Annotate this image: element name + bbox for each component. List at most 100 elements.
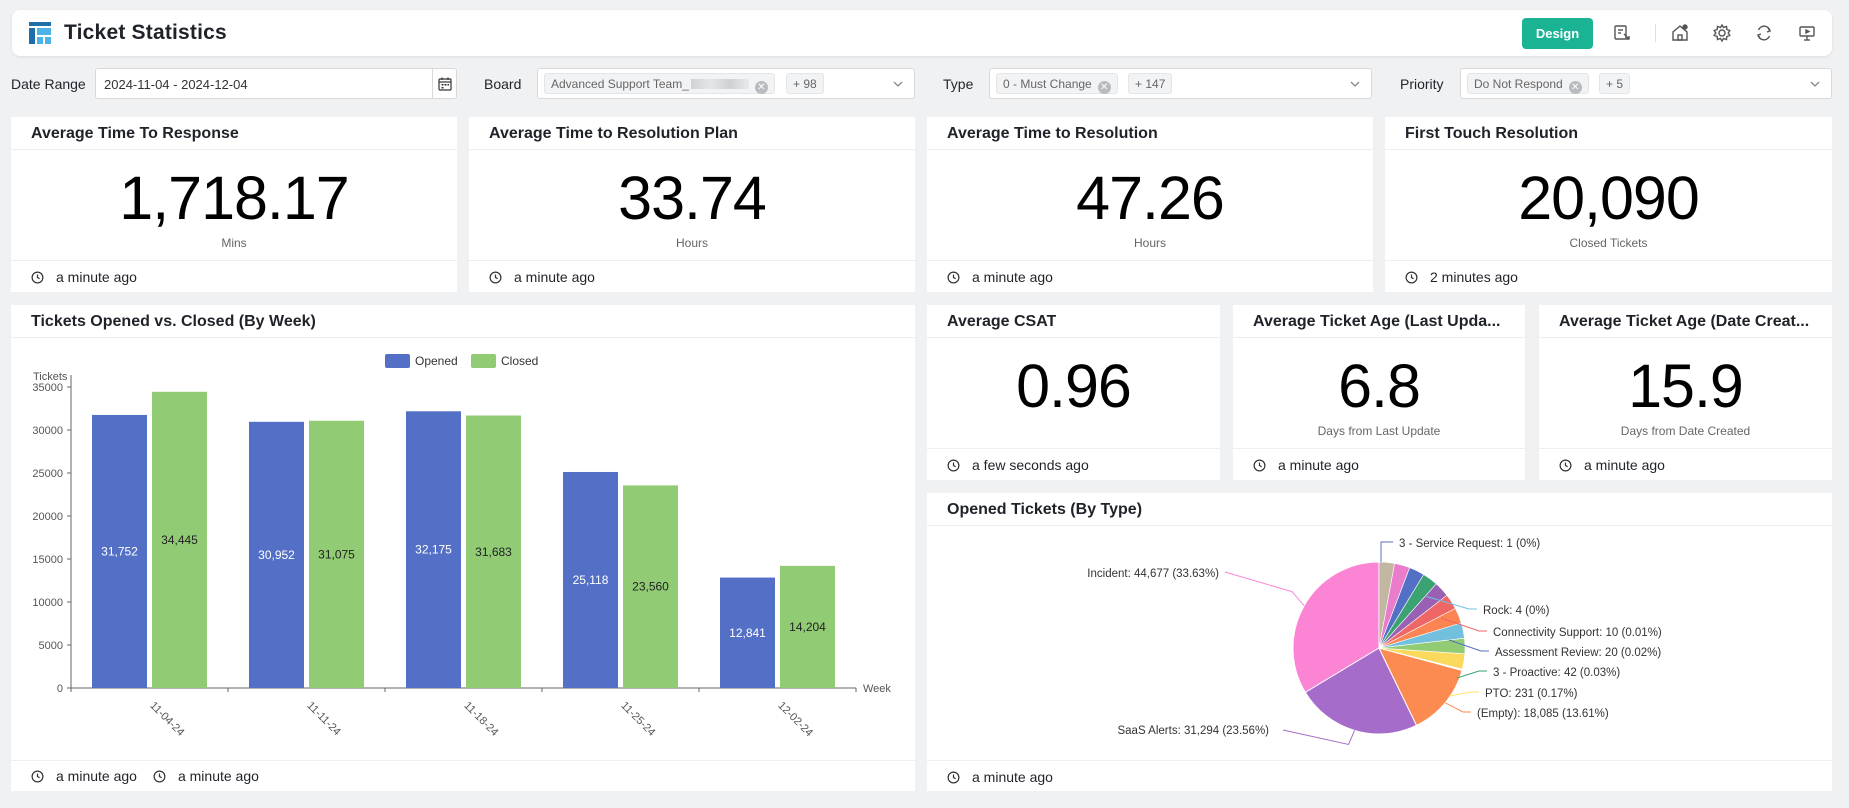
refresh-icon[interactable] bbox=[1754, 23, 1774, 43]
card-footer-divider bbox=[11, 760, 915, 761]
legend-swatch bbox=[385, 354, 410, 368]
card-divider bbox=[927, 525, 1832, 526]
export-icon[interactable] bbox=[1612, 23, 1632, 43]
card-title: Tickets Opened vs. Closed (By Week) bbox=[31, 313, 316, 330]
calendar-button[interactable] bbox=[432, 69, 456, 98]
chevron-down-icon bbox=[893, 81, 903, 87]
card-title: Opened Tickets (By Type) bbox=[947, 501, 1143, 518]
y-tick-label: 15000 bbox=[32, 554, 63, 566]
dashboard-header: Ticket Statistics Design bbox=[12, 10, 1832, 56]
updated-time: a minute ago bbox=[56, 269, 137, 285]
pie-leader-line bbox=[1380, 541, 1393, 562]
x-tick-label: 11-25-24 bbox=[618, 700, 657, 739]
x-tick-label: 11-18-24 bbox=[461, 700, 500, 739]
bar-closed bbox=[309, 420, 364, 688]
bar-opened bbox=[563, 471, 618, 688]
bar-chart-card: Tickets Opened vs. Closed (By Week) Tick… bbox=[11, 305, 915, 791]
clock-icon bbox=[1253, 459, 1266, 471]
present-icon[interactable] bbox=[1797, 23, 1817, 43]
y-tick-label: 20000 bbox=[32, 511, 63, 523]
pie-leader-line bbox=[1445, 702, 1471, 713]
pie-slice-other bbox=[1378, 561, 1395, 649]
card-title: First Touch Resolution bbox=[1405, 125, 1579, 142]
card-footer-divider bbox=[927, 760, 1832, 761]
pie-chart: Incident: 44,677 (33.63%) SaaS Alerts: 31… bbox=[1087, 538, 1662, 746]
updated-time: a minute ago bbox=[1584, 457, 1665, 473]
board-tag: Advanced Support Team_ ✕ bbox=[544, 73, 775, 94]
bar-value-label: 14,204 bbox=[789, 620, 826, 634]
y-tick-label: 5000 bbox=[39, 640, 63, 652]
card-footer-divider bbox=[1539, 448, 1832, 449]
redacted-text bbox=[690, 79, 749, 89]
updated-time: a minute ago bbox=[514, 269, 595, 285]
priority-tag: Do Not Respond ✕ bbox=[1467, 73, 1589, 94]
tag-close-icon[interactable]: ✕ bbox=[1097, 81, 1111, 94]
priority-label: Priority bbox=[1400, 76, 1444, 92]
card-footer-divider bbox=[1385, 260, 1832, 261]
bar-closed bbox=[466, 415, 521, 688]
board-select[interactable]: Advanced Support Team_ ✕ + 98 bbox=[537, 68, 915, 99]
kpi-card-average-csat: Average CSAT 0.96 a few seconds ago bbox=[927, 305, 1220, 480]
card-footer-divider bbox=[469, 260, 915, 261]
chevron-down-icon bbox=[1810, 81, 1820, 87]
priority-select[interactable]: Do Not Respond ✕ + 5 bbox=[1460, 68, 1832, 99]
pie-slice-label: Assessment Review: 20 (0.02%) bbox=[1495, 647, 1661, 659]
kpi-card-ticket-age-last-update: Average Ticket Age (Last Upda... 6.8 Day… bbox=[1233, 305, 1525, 480]
pie-leader-line bbox=[1456, 670, 1487, 679]
card-footer: a few seconds ago bbox=[947, 457, 1089, 473]
calendar-icon bbox=[437, 77, 452, 91]
type-more-tag: + 147 bbox=[1128, 73, 1173, 94]
date-range-value: 2024-11-04 - 2024-12-04 bbox=[104, 77, 248, 92]
share-icon[interactable] bbox=[1670, 23, 1690, 43]
card-divider bbox=[1233, 337, 1525, 338]
kpi-value: 33.74 bbox=[618, 164, 767, 232]
clock-icon bbox=[947, 271, 960, 283]
type-tag: 0 - Must Change ✕ bbox=[996, 73, 1118, 94]
bar-closed bbox=[152, 391, 207, 688]
pie-chart-card: Opened Tickets (By Type) Incident: 44,67… bbox=[927, 493, 1832, 791]
type-select[interactable]: 0 - Must Change ✕ + 147 bbox=[989, 68, 1372, 99]
x-tick-label: 11-04-24 bbox=[147, 700, 186, 739]
pie-leader-line bbox=[1448, 639, 1489, 652]
header-divider bbox=[1655, 24, 1656, 42]
clock-icon bbox=[1559, 459, 1572, 471]
tag-close-icon[interactable]: ✕ bbox=[1568, 81, 1582, 94]
date-range-picker[interactable]: 2024-11-04 - 2024-12-04 bbox=[95, 68, 457, 99]
card-title: Average Time To Response bbox=[31, 125, 239, 142]
tag-close-icon[interactable]: ✕ bbox=[754, 81, 768, 94]
card-footer-divider bbox=[927, 260, 1373, 261]
pie-leader-line bbox=[1424, 595, 1477, 610]
card-footer-divider bbox=[1233, 448, 1525, 449]
card-divider bbox=[927, 337, 1220, 338]
x-tick-label: 11-11-24 bbox=[304, 700, 342, 738]
bar-value-label: 31,752 bbox=[101, 544, 138, 558]
updated-time: a minute ago bbox=[972, 269, 1053, 285]
bar-value-label: 23,560 bbox=[632, 580, 669, 594]
pie-leader-line bbox=[1448, 691, 1479, 697]
bar-value-label: 30,952 bbox=[258, 548, 295, 562]
pie-slice-label: 3 - Proactive: 42 (0.03%) bbox=[1493, 667, 1620, 679]
card-title: Average Ticket Age (Last Upda... bbox=[1253, 313, 1501, 330]
x-axis-title: Week bbox=[863, 683, 891, 695]
chevron-down-icon bbox=[1350, 81, 1360, 87]
settings-icon[interactable] bbox=[1712, 23, 1732, 43]
kpi-value: 47.26 bbox=[1076, 164, 1225, 232]
bar-value-label: 31,075 bbox=[318, 547, 355, 561]
kpi-unit: Days from Last Update bbox=[1317, 424, 1441, 438]
legend-label: Opened bbox=[415, 354, 458, 368]
card-footer-divider bbox=[11, 260, 457, 261]
x-tick-label: 12-02-24 bbox=[775, 700, 815, 740]
pie-slice-label: Incident: 44,677 (33.63%) bbox=[1087, 568, 1219, 580]
kpi-value: 20,090 bbox=[1518, 164, 1700, 232]
design-button[interactable]: Design bbox=[1522, 18, 1593, 49]
clock-icon bbox=[489, 271, 502, 283]
kpi-unit: Hours bbox=[1133, 236, 1166, 250]
kpi-card-time-to-resolution-plan: Average Time to Resolution Plan 33.74 Ho… bbox=[469, 117, 915, 292]
bar-opened bbox=[92, 414, 147, 688]
card-footer: 2 minutes ago bbox=[1405, 269, 1518, 285]
kpi-value: 6.8 bbox=[1338, 352, 1421, 420]
date-range-label: Date Range bbox=[11, 76, 86, 92]
kpi-unit: Hours bbox=[675, 236, 708, 250]
pie-slice-label: 3 - Service Request: 1 (0%) bbox=[1399, 538, 1540, 550]
card-divider bbox=[11, 149, 457, 150]
